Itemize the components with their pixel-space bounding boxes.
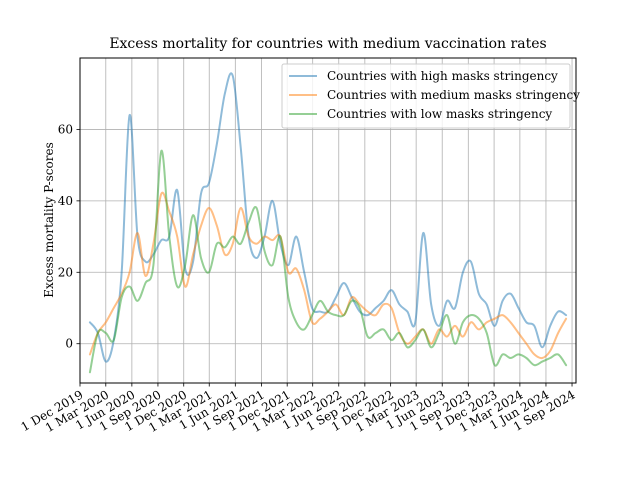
series-line-1: [88, 191, 568, 360]
series-line-0: [88, 72, 568, 363]
y-tick-label: 40: [58, 194, 73, 208]
y-tick-label: 0: [65, 337, 73, 351]
legend: Countries with high masks stringency Coun…: [281, 63, 580, 129]
y-axis-label: Excess mortality P-scores: [42, 142, 56, 297]
legend-label-0: Countries with high masks stringency: [327, 69, 558, 83]
legend-label-2: Countries with low masks stringency: [327, 107, 552, 121]
series-line-2: [88, 149, 568, 374]
y-tick-label: 20: [58, 265, 73, 279]
legend-box: [281, 63, 571, 129]
plot-frame: [79, 57, 577, 384]
chart-title: Excess mortality for countries with medi…: [109, 36, 546, 52]
series-layer: [88, 72, 568, 374]
y-axis: 0 20 40 60: [58, 122, 80, 351]
legend-label-1: Countries with medium masks stringency: [327, 88, 580, 102]
y-tick-label: 60: [58, 122, 73, 136]
